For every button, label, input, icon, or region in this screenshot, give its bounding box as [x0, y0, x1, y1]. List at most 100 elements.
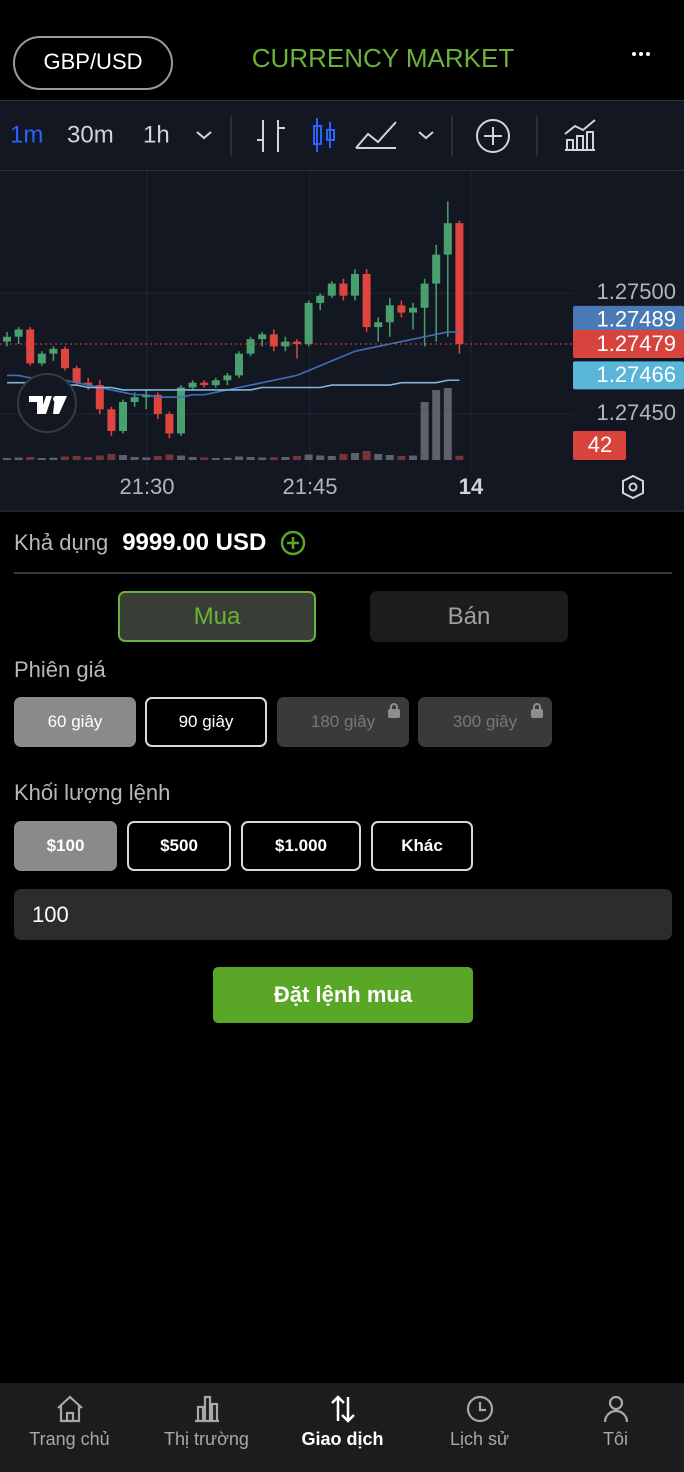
candle-body — [130, 397, 139, 402]
nav-item[interactable]: Trang chủ — [1, 1383, 138, 1472]
volume-bar — [455, 455, 464, 460]
session-option[interactable]: 90 giây — [145, 697, 267, 747]
candle-body — [293, 341, 301, 344]
y-tick-label: 1.27500 — [596, 279, 676, 304]
candle-body — [153, 394, 162, 415]
volume-bar — [200, 457, 209, 460]
candle-body — [258, 334, 267, 340]
candle-body — [385, 305, 394, 323]
volume-bar — [107, 454, 116, 460]
volume-bar — [339, 454, 348, 460]
add-funds[interactable] — [280, 530, 306, 556]
toolbar-icons[interactable] — [196, 116, 596, 156]
price-badge — [573, 305, 684, 334]
lock-icon — [388, 703, 400, 718]
balance-label: Khả dụng — [14, 530, 109, 555]
amount-option[interactable]: $500 — [127, 821, 231, 871]
candle-body — [26, 329, 35, 364]
moving-average — [7, 379, 460, 391]
volume-bar — [72, 456, 81, 460]
candle-body — [211, 380, 220, 386]
session-label: Phiên giá — [14, 657, 106, 682]
balance-amount: 9999.00 USD — [122, 529, 267, 556]
nav-label: Lịch sử — [449, 1429, 510, 1449]
header-bg — [0, 0, 684, 100]
nav-item[interactable]: Thị trường — [138, 1383, 275, 1472]
candle-body — [107, 409, 116, 431]
volume-bar — [304, 454, 313, 460]
volume-bar — [420, 402, 429, 460]
candle-body — [351, 273, 359, 296]
volume-badge — [573, 431, 626, 460]
volume-bar — [316, 455, 325, 460]
nav-item[interactable]: Tôi — [547, 1383, 684, 1472]
volume-bar — [269, 457, 278, 460]
interval[interactable]: 1h — [143, 121, 170, 148]
candle-body — [72, 368, 81, 383]
volume-bar — [281, 457, 290, 460]
volume-bar — [235, 456, 243, 460]
price-badge — [573, 330, 684, 358]
sell-tab[interactable]: Bán — [370, 591, 568, 642]
pair-pill[interactable] — [13, 36, 173, 90]
candle-body — [420, 283, 429, 308]
candle-body — [327, 283, 336, 296]
volume-bar — [223, 457, 232, 460]
balance-row: Khả dụng 9999.00 USD — [14, 528, 306, 558]
nav-label: Tôi — [602, 1429, 628, 1449]
amount-option[interactable]: $100 — [14, 821, 117, 871]
nav-label: Thị trường — [164, 1429, 249, 1449]
price-badge-text: 1.27479 — [596, 331, 676, 356]
nav-item[interactable]: Giao dịch — [274, 1383, 411, 1472]
volume-bar — [188, 457, 197, 460]
candle-body — [304, 302, 313, 344]
amount-option[interactable]: $1.000 — [241, 821, 361, 871]
volume-bar — [84, 457, 93, 460]
volume-bar — [443, 388, 452, 460]
volume-bar — [385, 455, 394, 460]
candle-body — [374, 322, 383, 328]
candle-body — [177, 387, 185, 434]
buy-tab[interactable]: Mua — [118, 591, 316, 642]
candle-body — [165, 414, 174, 434]
settings-icon — [628, 482, 638, 492]
candle-body — [455, 223, 464, 344]
volume-bar — [3, 458, 11, 460]
candle-body — [188, 382, 197, 388]
interval[interactable]: 30m — [67, 121, 114, 148]
volume-bar — [211, 458, 220, 460]
divider — [14, 572, 672, 574]
amount-input[interactable]: 100 — [14, 889, 672, 940]
candle-body — [316, 295, 325, 303]
candle-body — [235, 353, 243, 376]
volume-bar — [61, 456, 69, 460]
volume-bar — [119, 455, 127, 460]
candle-body — [432, 254, 441, 284]
candle-body — [95, 385, 104, 410]
candle-body — [200, 382, 209, 386]
title: CURRENCY MARKET — [252, 43, 515, 73]
price-badge-text: 1.27489 — [596, 307, 676, 332]
candle-body — [61, 348, 69, 369]
candle-body — [142, 394, 151, 398]
volume-bar — [153, 456, 162, 460]
session-option: 300 giây — [418, 697, 552, 747]
candle-body — [246, 339, 255, 354]
chart-panel: GBP/USD CURRENCY MARKET 1m 30m 1h 1.2750… — [0, 0, 684, 512]
moving-average — [7, 331, 460, 398]
volume-bar — [26, 457, 35, 460]
submit-button[interactable]: Đặt lệnh mua — [213, 967, 473, 1023]
volume-bar — [95, 455, 104, 460]
time-label: 14 — [459, 474, 484, 499]
amount-option[interactable]: Khác — [371, 821, 473, 871]
session-option[interactable]: 60 giây — [14, 697, 136, 747]
settings-icon[interactable] — [622, 474, 644, 500]
nav-label: Giao dịch — [301, 1429, 384, 1449]
nav-item[interactable]: Lịch sử — [411, 1383, 548, 1472]
price-badge-text: 1.27466 — [596, 362, 676, 387]
interval[interactable]: 1m — [10, 121, 43, 148]
volume-bar — [37, 458, 46, 460]
menu-dots[interactable] — [632, 52, 650, 56]
